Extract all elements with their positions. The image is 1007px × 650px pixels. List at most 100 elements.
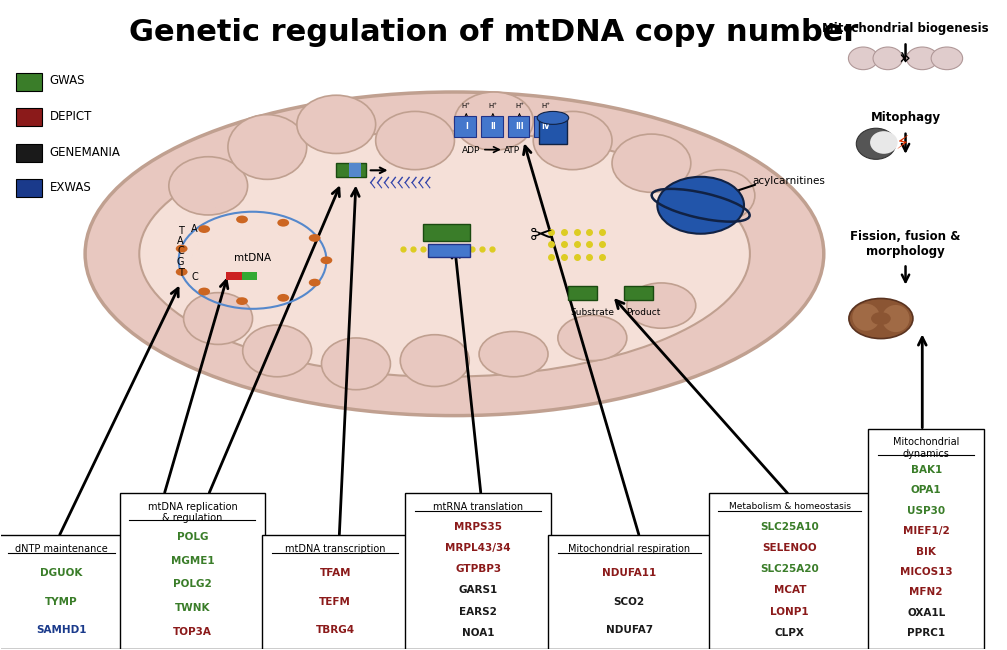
- Text: SLC25A10: SLC25A10: [760, 522, 819, 532]
- Text: GARS1: GARS1: [458, 586, 497, 595]
- Circle shape: [309, 279, 320, 287]
- Bar: [423, 224, 470, 241]
- Text: acylcarnitines: acylcarnitines: [752, 176, 825, 186]
- FancyBboxPatch shape: [16, 144, 41, 162]
- Bar: [336, 163, 366, 177]
- Text: EXWAS: EXWAS: [49, 181, 92, 194]
- Circle shape: [277, 294, 289, 302]
- Ellipse shape: [321, 338, 391, 390]
- Circle shape: [277, 219, 289, 227]
- Text: mtRNA translation: mtRNA translation: [433, 502, 524, 512]
- Text: MIEF1/2: MIEF1/2: [903, 526, 950, 536]
- FancyBboxPatch shape: [548, 536, 711, 649]
- Ellipse shape: [139, 131, 750, 377]
- Text: I: I: [465, 122, 467, 131]
- Ellipse shape: [882, 305, 909, 332]
- Text: POLG2: POLG2: [173, 579, 211, 590]
- Text: H⁺: H⁺: [542, 103, 551, 109]
- Bar: [508, 116, 530, 137]
- Ellipse shape: [400, 335, 469, 387]
- Text: mtDNA transcription: mtDNA transcription: [285, 544, 386, 554]
- Ellipse shape: [228, 114, 307, 179]
- Text: OPA1: OPA1: [911, 486, 942, 495]
- Text: A: A: [191, 224, 197, 234]
- Bar: [539, 119, 567, 144]
- Ellipse shape: [852, 304, 880, 331]
- Text: A: A: [177, 236, 184, 246]
- Circle shape: [320, 256, 332, 264]
- Circle shape: [658, 177, 744, 234]
- Text: Mitochondrial
dynamics: Mitochondrial dynamics: [893, 437, 960, 458]
- Circle shape: [871, 312, 891, 325]
- Text: PPRC1: PPRC1: [907, 629, 946, 638]
- Text: GWAS: GWAS: [49, 75, 86, 88]
- Text: Product: Product: [625, 307, 661, 317]
- Ellipse shape: [454, 92, 534, 150]
- Text: MFN2: MFN2: [909, 588, 943, 597]
- Ellipse shape: [376, 111, 454, 170]
- Ellipse shape: [183, 292, 253, 344]
- Text: Mitochondrial biogenesis: Mitochondrial biogenesis: [823, 22, 989, 35]
- Text: TEFM: TEFM: [319, 597, 351, 606]
- Text: T: T: [177, 268, 183, 278]
- Text: LONP1: LONP1: [770, 606, 809, 617]
- Bar: [226, 272, 242, 280]
- Text: GTPBP3: GTPBP3: [455, 564, 501, 574]
- Text: SAMHD1: SAMHD1: [36, 625, 87, 635]
- Ellipse shape: [849, 47, 878, 70]
- FancyBboxPatch shape: [405, 493, 551, 649]
- Text: POLG: POLG: [176, 532, 208, 541]
- Text: BIK: BIK: [916, 547, 937, 556]
- Bar: [568, 286, 597, 300]
- FancyBboxPatch shape: [16, 73, 41, 91]
- FancyBboxPatch shape: [16, 108, 41, 126]
- Ellipse shape: [906, 47, 939, 70]
- Text: mtDNA: mtDNA: [234, 254, 271, 263]
- Text: NDUFA11: NDUFA11: [602, 568, 657, 578]
- Text: TYMP: TYMP: [45, 597, 78, 606]
- Ellipse shape: [856, 128, 895, 159]
- Text: MICOS13: MICOS13: [900, 567, 953, 577]
- Ellipse shape: [297, 96, 376, 153]
- Text: NDUFA7: NDUFA7: [605, 625, 653, 635]
- Text: MCAT: MCAT: [773, 586, 806, 595]
- Text: C: C: [191, 272, 197, 282]
- Text: MRPL43/34: MRPL43/34: [445, 543, 511, 553]
- FancyBboxPatch shape: [868, 428, 984, 649]
- Ellipse shape: [558, 315, 626, 361]
- Bar: [349, 163, 361, 177]
- Circle shape: [176, 268, 187, 276]
- FancyBboxPatch shape: [0, 536, 125, 649]
- Text: »: »: [898, 49, 910, 68]
- Text: IV: IV: [542, 122, 551, 131]
- Text: SELENOO: SELENOO: [762, 543, 817, 553]
- Ellipse shape: [612, 134, 691, 192]
- Text: T: T: [177, 226, 183, 236]
- FancyBboxPatch shape: [263, 536, 408, 649]
- Ellipse shape: [479, 332, 548, 377]
- Text: ⚡: ⚡: [895, 135, 909, 153]
- Text: USP30: USP30: [907, 506, 946, 516]
- Bar: [535, 116, 556, 137]
- Text: EARS2: EARS2: [459, 606, 497, 617]
- Text: Fission, fusion &
morphology: Fission, fusion & morphology: [850, 230, 961, 258]
- Text: Substrate: Substrate: [571, 307, 614, 317]
- Circle shape: [198, 287, 210, 295]
- Ellipse shape: [870, 131, 897, 154]
- Text: OXA1L: OXA1L: [907, 608, 946, 618]
- Ellipse shape: [169, 157, 248, 215]
- Ellipse shape: [86, 92, 824, 415]
- Ellipse shape: [626, 283, 696, 328]
- Text: TOP3A: TOP3A: [173, 627, 211, 637]
- Text: BAK1: BAK1: [910, 465, 942, 475]
- Text: DEPICT: DEPICT: [49, 110, 92, 123]
- Text: ATP: ATP: [504, 146, 520, 155]
- Ellipse shape: [931, 47, 963, 70]
- Ellipse shape: [849, 298, 913, 339]
- Text: ✂: ✂: [530, 222, 553, 250]
- Text: Mitophagy: Mitophagy: [870, 111, 941, 124]
- Circle shape: [236, 216, 248, 224]
- Text: TBRG4: TBRG4: [316, 625, 354, 635]
- Text: III: III: [516, 122, 524, 131]
- Ellipse shape: [537, 111, 569, 124]
